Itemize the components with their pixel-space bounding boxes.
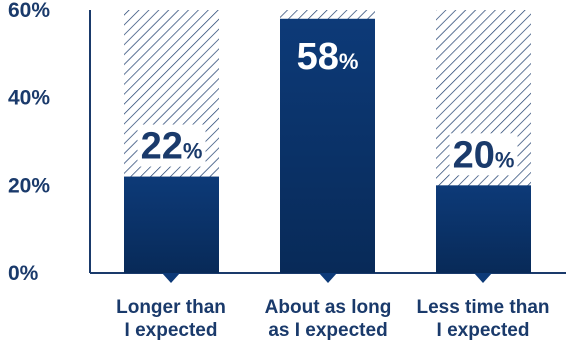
data-label-number: 20 [453, 134, 495, 176]
y-tick-label: 20% [8, 174, 50, 197]
category-label: Longer than [116, 297, 226, 318]
y-tick-label: 0% [8, 262, 39, 285]
category-label: Less time than [416, 297, 549, 318]
data-label: 22% [141, 126, 203, 168]
bar-pointer [319, 273, 337, 283]
data-label-background [449, 133, 518, 176]
y-tick-label: 40% [8, 87, 50, 110]
category-label: as I expected [268, 320, 387, 341]
y-tick-label: 60% [8, 0, 50, 22]
data-label-number: 58 [297, 36, 339, 78]
data-label: 20% [453, 134, 515, 176]
bar-pointer [162, 273, 180, 283]
data-label-unit: % [183, 139, 203, 164]
bar-pointer [474, 273, 492, 283]
bars: 22%58%20% [124, 10, 531, 283]
category-label: About as long [265, 297, 392, 318]
data-label-unit: % [495, 147, 515, 172]
category-label: I expected [437, 320, 530, 341]
bar [124, 176, 219, 273]
data-label: 58% [297, 36, 359, 78]
data-label-unit: % [339, 49, 359, 74]
bar [436, 185, 531, 273]
data-label-number: 22 [141, 126, 183, 168]
data-label-background [137, 124, 206, 167]
category-label: I expected [125, 320, 218, 341]
bar [280, 18, 375, 274]
